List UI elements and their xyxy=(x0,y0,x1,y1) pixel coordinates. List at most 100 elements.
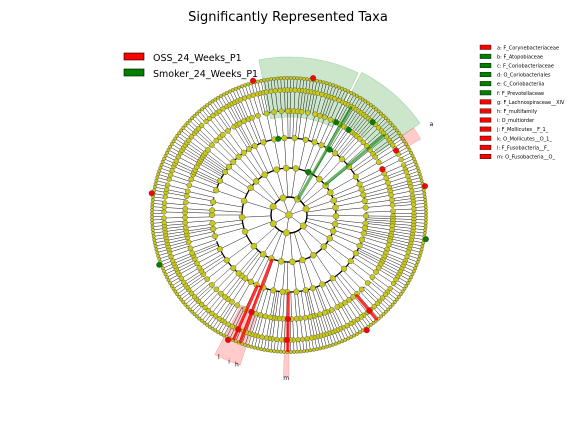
species-node xyxy=(166,147,171,152)
species-node xyxy=(388,121,393,125)
taxon-node xyxy=(330,197,337,204)
branch-edge xyxy=(173,166,194,175)
branch-edge xyxy=(298,260,306,291)
branch-edge xyxy=(389,240,411,247)
branch-edge xyxy=(248,96,256,117)
branch-edge xyxy=(372,140,390,154)
taxon-node xyxy=(291,135,298,142)
branch-edge xyxy=(327,281,341,306)
species-node xyxy=(371,105,376,110)
species-node xyxy=(150,198,155,203)
species-node xyxy=(205,322,210,327)
species-node xyxy=(334,341,338,346)
genus-node xyxy=(263,89,270,95)
species-node xyxy=(213,97,218,102)
species-node xyxy=(406,145,410,149)
branch-edge xyxy=(296,172,310,199)
branch-edge xyxy=(322,247,345,269)
branch-edge xyxy=(186,274,205,288)
branch-edge xyxy=(295,111,299,139)
species-node xyxy=(272,76,277,81)
species-node xyxy=(183,123,188,128)
taxon-node xyxy=(269,220,277,228)
species-node xyxy=(383,116,388,121)
taxon-node xyxy=(326,235,333,242)
genus-node xyxy=(344,323,350,329)
branch-edge xyxy=(170,174,191,182)
branch-edge xyxy=(298,111,302,139)
branch-edge xyxy=(209,118,224,135)
branch-edge xyxy=(335,132,353,154)
genus-node xyxy=(403,169,409,175)
branch-edge xyxy=(302,185,326,204)
branch-edge xyxy=(334,194,364,203)
taxon-node xyxy=(299,256,306,264)
branch-edge xyxy=(329,126,345,150)
branch-edge xyxy=(335,207,366,211)
branch-edge xyxy=(192,242,218,254)
taxon-node xyxy=(358,236,365,243)
significant-node-b xyxy=(345,126,352,133)
branch-edge xyxy=(391,231,413,235)
branch-edge xyxy=(321,159,343,182)
branch-edge xyxy=(314,315,321,337)
taxon-node xyxy=(213,187,220,194)
taxa-key-swatch-a xyxy=(479,44,492,50)
taxon-node xyxy=(328,307,335,313)
branch-edge xyxy=(352,116,367,134)
taxon-node xyxy=(360,191,367,198)
taxa-key-label-j: j: F_Mollicutes__F_1_ xyxy=(496,127,549,133)
taxon-node xyxy=(293,315,300,322)
species-node xyxy=(181,126,186,130)
taxon-node xyxy=(230,265,237,272)
species-node xyxy=(352,333,357,338)
taxon-node xyxy=(209,142,215,148)
taxon-node xyxy=(278,108,285,115)
branch-edge xyxy=(333,102,344,122)
taxon-node xyxy=(279,288,286,295)
branch-edge xyxy=(284,138,287,169)
taxon-node xyxy=(246,146,253,153)
genus-node xyxy=(168,172,174,178)
species-node xyxy=(219,332,223,336)
taxon-node xyxy=(358,186,365,193)
genus-node xyxy=(168,253,174,260)
branch-edge xyxy=(273,260,280,291)
species-node xyxy=(295,76,300,81)
significant-node-c xyxy=(333,119,340,126)
branch-edge xyxy=(245,312,254,333)
species-node xyxy=(381,113,386,118)
genus-node xyxy=(390,280,397,287)
branch-edge xyxy=(312,316,318,337)
taxon-node xyxy=(222,169,229,176)
species-node xyxy=(334,84,338,89)
taxa-key-swatch-f xyxy=(479,90,492,96)
branch-edge xyxy=(227,130,244,153)
genus-node xyxy=(410,201,417,208)
species-node xyxy=(292,350,296,354)
species-node xyxy=(243,342,247,347)
taxon-node xyxy=(240,149,247,156)
taxon-node xyxy=(260,251,267,258)
branch-edge xyxy=(354,118,369,135)
branch-edge xyxy=(204,291,220,308)
taxon-node xyxy=(267,314,274,321)
branch-edge xyxy=(359,173,385,185)
branch-edge xyxy=(284,318,286,340)
branch-edge xyxy=(251,117,262,144)
taxon-node xyxy=(217,177,223,184)
branch-edge xyxy=(248,313,256,334)
branch-edge xyxy=(186,196,214,202)
taxa-key-swatch-l xyxy=(479,144,492,150)
branch-edge xyxy=(185,272,203,285)
branch-edge xyxy=(317,314,324,336)
species-node xyxy=(379,111,383,116)
species-node xyxy=(301,76,306,81)
genus-node xyxy=(405,173,411,179)
genus-node xyxy=(409,188,415,194)
branch-edge xyxy=(186,226,213,232)
branch-edge xyxy=(293,232,303,261)
branch-edge xyxy=(392,228,413,232)
branch-edge xyxy=(198,128,214,144)
